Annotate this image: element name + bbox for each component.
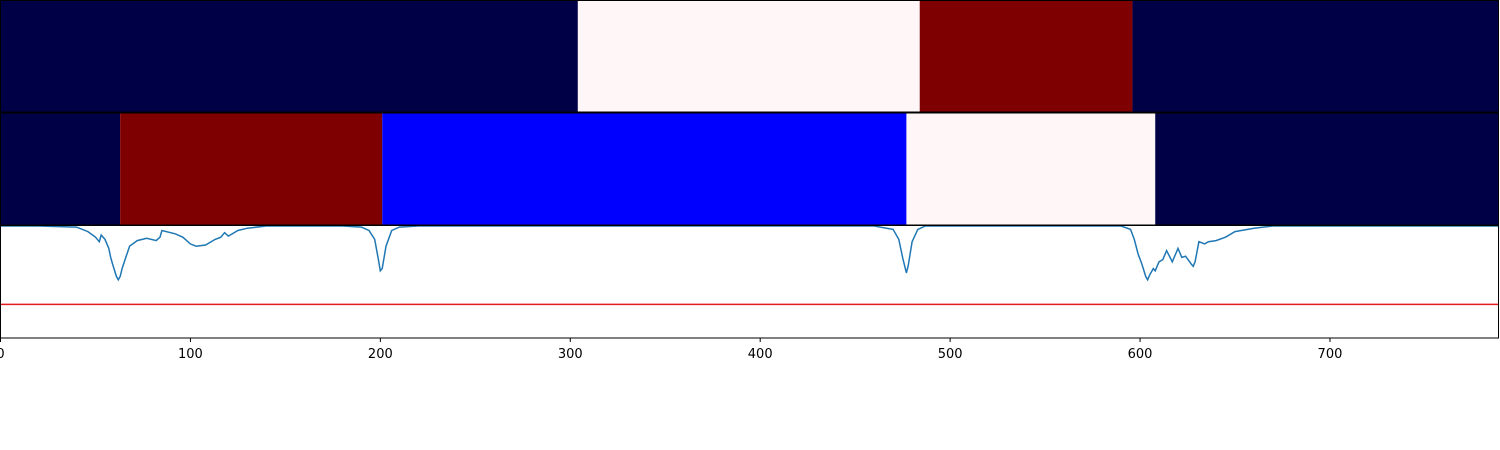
x-tick-label-500: 500 bbox=[938, 347, 963, 362]
segment-2-1 bbox=[0, 113, 121, 225]
line-panel bbox=[0, 225, 1499, 306]
series-line bbox=[0, 225, 1499, 282]
x-axis: 0 100 200 300 400 500 600 700 bbox=[0, 338, 1342, 362]
segment-2-4 bbox=[906, 113, 1156, 225]
x-tick-label-0: 0 bbox=[0, 347, 5, 362]
panel-1-frame bbox=[0, 0, 1499, 113]
segment-2-3 bbox=[382, 113, 907, 225]
x-tick-label-200: 200 bbox=[368, 347, 393, 362]
segment-1-4 bbox=[1132, 0, 1499, 112]
segment-2-2 bbox=[120, 113, 383, 225]
x-tick-label-400: 400 bbox=[748, 347, 773, 362]
x-tick-label-700: 700 bbox=[1318, 347, 1343, 362]
segment-1-1 bbox=[0, 0, 578, 112]
segment-2-5 bbox=[1155, 113, 1499, 225]
segment-bar-panel-1 bbox=[0, 0, 1499, 112]
segment-1-3 bbox=[919, 0, 1133, 112]
x-tick-label-100: 100 bbox=[178, 347, 203, 362]
segment-bar-panel-2 bbox=[0, 113, 1499, 225]
segment-1-2 bbox=[577, 0, 920, 112]
x-tick-label-300: 300 bbox=[558, 347, 583, 362]
panel-3-frame bbox=[0, 225, 1499, 339]
x-tick-label-600: 600 bbox=[1128, 347, 1153, 362]
